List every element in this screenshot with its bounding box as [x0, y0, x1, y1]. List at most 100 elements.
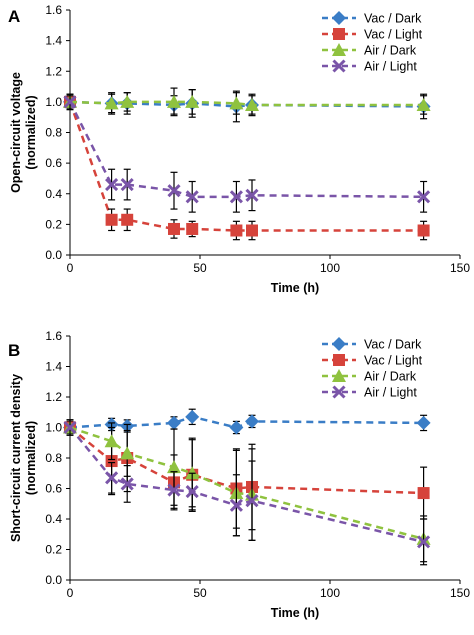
- marker-stroke: [120, 178, 134, 192]
- marker-stroke: [417, 190, 431, 204]
- data-point: [105, 213, 118, 226]
- data-point: [229, 498, 243, 512]
- legend-marker: [332, 385, 346, 399]
- legend-label: Vac / Light: [364, 28, 423, 42]
- data-point: [120, 94, 135, 108]
- series-vac-light: [64, 93, 430, 241]
- series-vac-light: [64, 419, 430, 531]
- data-point: [185, 409, 200, 424]
- data-point: [417, 487, 430, 500]
- legend-label: Vac / Light: [364, 354, 423, 368]
- series-line: [68, 101, 424, 199]
- y-axis-title-sub: (normalized): [24, 421, 38, 495]
- data-point: [245, 414, 259, 429]
- data-point: [229, 190, 243, 204]
- y-tick-label: 1.4: [45, 34, 62, 48]
- data-point: [185, 94, 200, 108]
- marker-stroke: [167, 184, 181, 198]
- x-axis-title: Time (h): [271, 281, 319, 295]
- y-tick-label: 1.0: [45, 421, 62, 435]
- x-tick-label: 50: [193, 586, 207, 600]
- data-point: [120, 178, 134, 192]
- data-point: [186, 222, 199, 235]
- legend-label: Vac / Dark: [364, 338, 422, 352]
- series-air-dark: [63, 87, 431, 117]
- series-air-light: [63, 419, 431, 566]
- data-point: [185, 190, 199, 204]
- panel-label: A: [8, 7, 20, 26]
- marker-stroke: [332, 59, 346, 73]
- legend: Vac / Dark Vac / Light Air / Dark Air / Lig…: [322, 337, 423, 400]
- chart-panel-b: B 0.0 0.2 0.4 0.6 0.8 1.0 1.2 1.4 1.6 0 50 100 150 Tim…: [8, 329, 470, 620]
- x-tick-label: 100: [320, 586, 340, 600]
- legend-marker: [332, 43, 346, 56]
- legend-marker: [332, 369, 346, 382]
- marker-stroke: [417, 535, 431, 549]
- y-tick-label: 0.4: [45, 187, 62, 201]
- data-point: [120, 477, 134, 491]
- data-point: [245, 97, 259, 111]
- y-tick-label: 1.0: [45, 95, 62, 109]
- marker-stroke: [245, 188, 259, 202]
- marker-stroke: [63, 420, 77, 435]
- data-point: [105, 471, 119, 485]
- marker-stroke: [245, 494, 259, 508]
- y-tick-label: 1.4: [45, 360, 62, 374]
- legend-marker: [333, 354, 345, 366]
- legend-marker: [332, 337, 346, 351]
- marker-stroke: [185, 484, 199, 499]
- marker-stroke: [63, 95, 77, 109]
- data-point: [245, 188, 259, 202]
- x-tick-label: 50: [193, 261, 207, 275]
- y-tick-label: 1.2: [45, 64, 62, 78]
- chart-panel-a: A 0.0 0.2 0.4 0.6 0.8 1.0 1.2 1.4 1.6 0 50 100 150 Tim…: [8, 3, 470, 295]
- y-tick-label: 0.8: [45, 451, 62, 465]
- legend-marker: [332, 11, 346, 25]
- legend-marker: [333, 28, 345, 40]
- y-tick-label: 0.8: [45, 126, 62, 140]
- legend: Vac / Dark Vac / Light Air / Dark Air / Lig…: [322, 11, 423, 74]
- data-point: [230, 224, 243, 237]
- marker-stroke: [332, 385, 346, 399]
- y-axis-title: Short-circuit current density: [9, 374, 23, 542]
- legend-label: Air / Dark: [364, 44, 417, 58]
- data-point: [167, 415, 181, 430]
- data-point: [416, 415, 431, 430]
- data-point: [104, 96, 119, 110]
- y-tick-label: 0.2: [45, 543, 62, 557]
- marker-stroke: [105, 471, 119, 485]
- series-line: [69, 100, 424, 108]
- y-tick-label: 0.0: [45, 248, 62, 262]
- data-point: [416, 97, 431, 111]
- data-point: [185, 484, 199, 499]
- data-point: [229, 420, 244, 435]
- y-axis-title-sub: (normalized): [24, 95, 38, 169]
- x-tick-label: 150: [450, 586, 470, 600]
- data-point: [104, 434, 119, 448]
- series-line: [69, 100, 424, 107]
- marker-stroke: [229, 190, 243, 204]
- y-axis-title: Open-circuit voltage: [9, 72, 23, 193]
- x-tick-label: 100: [320, 261, 340, 275]
- data-point: [167, 94, 181, 108]
- y-tick-label: 1.2: [45, 390, 62, 404]
- x-tick-label: 0: [67, 586, 74, 600]
- y-tick-label: 0.4: [45, 512, 62, 526]
- data-point: [120, 446, 135, 460]
- series-line: [68, 101, 424, 232]
- legend-label: Air / Dark: [364, 370, 417, 384]
- legend-label: Vac / Dark: [364, 12, 422, 26]
- data-point: [105, 178, 119, 192]
- x-axis-title: Time (h): [271, 606, 319, 620]
- data-point: [417, 190, 431, 204]
- data-point: [246, 224, 258, 237]
- data-point: [245, 494, 259, 508]
- data-point: [417, 535, 431, 549]
- data-point: [63, 420, 77, 435]
- data-point: [167, 184, 181, 198]
- marker-stroke: [120, 477, 134, 491]
- data-point: [121, 213, 134, 226]
- marker-stroke: [185, 190, 199, 204]
